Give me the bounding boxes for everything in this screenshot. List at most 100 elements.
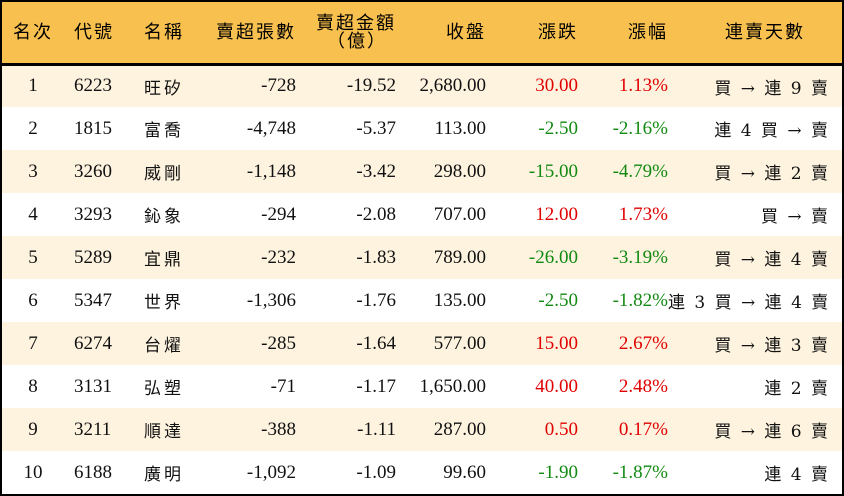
cell-streak: 買 → 連 9 賣 (714, 78, 830, 99)
cell-net-sell-lots: -728 (261, 75, 296, 97)
cell-net-sell-lots: -4,748 (246, 117, 296, 139)
cell-name: 廣明 (144, 465, 184, 485)
header-code: 代號 (74, 22, 114, 43)
cell-net-sell-lots: -285 (261, 332, 296, 354)
table-row: 6 5347 世界 -1,306 -1.76 135.00 -2.50 -1.8… (2, 279, 842, 322)
cell-code: 3131 (74, 375, 112, 397)
cell-rank: 2 (28, 117, 38, 139)
cell-change-pct: -4.79% (612, 160, 668, 182)
cell-net-sell-lots: -1,306 (246, 289, 296, 311)
cell-name: 台燿 (144, 336, 184, 356)
cell-rank: 7 (28, 332, 38, 354)
table-row: 9 3211 順達 -388 -1.11 287.00 0.50 0.17% 買… (2, 408, 842, 451)
cell-change: 12.00 (535, 203, 578, 225)
cell-streak: 買 → 賣 (760, 207, 830, 227)
cell-close: 2,680.00 (419, 75, 487, 97)
table-row: 3 3260 威剛 -1,148 -3.42 298.00 -15.00 -4.… (2, 150, 842, 193)
cell-rank: 3 (28, 160, 38, 182)
cell-close: 99.60 (443, 461, 486, 483)
cell-change: -1.90 (538, 461, 578, 483)
cell-change: -2.50 (538, 289, 578, 311)
cell-net-sell-amount: -1.76 (356, 289, 396, 311)
cell-change: -26.00 (528, 246, 578, 268)
cell-change: 40.00 (535, 375, 578, 397)
cell-rank: 5 (28, 246, 38, 268)
cell-net-sell-amount: -1.09 (356, 461, 396, 483)
cell-code: 3260 (74, 160, 112, 182)
cell-rank: 1 (28, 75, 38, 97)
cell-change-pct: -2.16% (612, 117, 668, 139)
cell-code: 6188 (74, 461, 112, 483)
cell-change-pct: 1.13% (618, 75, 668, 97)
cell-net-sell-amount: -3.42 (356, 160, 396, 182)
cell-close: 113.00 (434, 117, 486, 139)
cell-net-sell-amount: -5.37 (356, 117, 396, 139)
table-row: 4 3293 鈊象 -294 -2.08 707.00 12.00 1.73% … (2, 193, 842, 236)
cell-code: 5347 (74, 289, 112, 311)
cell-rank: 9 (28, 418, 38, 440)
cell-streak: 連 2 賣 (764, 379, 830, 399)
cell-net-sell-amount: -19.52 (346, 75, 396, 97)
cell-change-pct: 1.73% (618, 203, 668, 225)
cell-streak: 連 3 買 → 連 4 賣 (668, 293, 831, 313)
header-close: 收盤 (446, 22, 486, 43)
header-net-sell-amount-line1: 賣超金額 (316, 13, 396, 34)
table-row: 5 5289 宜鼎 -232 -1.83 789.00 -26.00 -3.19… (2, 236, 842, 279)
cell-name: 世界 (144, 293, 184, 313)
header-net-sell-amount: 賣超金額 （億） (296, 2, 396, 64)
cell-code: 1815 (74, 117, 112, 139)
cell-net-sell-lots: -71 (270, 375, 296, 397)
cell-streak: 連 4 賣 (764, 465, 830, 485)
cell-change: -2.50 (538, 117, 578, 139)
cell-name: 富喬 (144, 121, 184, 141)
cell-rank: 4 (28, 203, 38, 225)
cell-net-sell-amount: -1.11 (357, 418, 396, 440)
table-row: 1 6223 旺矽 -728 -19.52 2,680.00 30.00 1.1… (2, 64, 842, 107)
cell-change-pct: 2.67% (618, 332, 668, 354)
header-name: 名稱 (144, 22, 184, 43)
cell-change-pct: 0.17% (618, 418, 668, 440)
cell-change-pct: -1.82% (612, 289, 668, 311)
cell-net-sell-lots: -294 (261, 203, 296, 225)
cell-change-pct: 2.48% (618, 375, 668, 397)
cell-close: 789.00 (433, 246, 486, 268)
cell-change-pct: -1.87% (612, 461, 668, 483)
cell-net-sell-amount: -1.17 (356, 375, 396, 397)
cell-close: 287.00 (433, 418, 486, 440)
cell-close: 135.00 (433, 289, 486, 311)
cell-name: 宜鼎 (144, 250, 184, 270)
header-change: 漲跌 (538, 22, 578, 43)
cell-net-sell-lots: -388 (261, 418, 296, 440)
cell-rank: 10 (23, 461, 43, 483)
cell-streak: 買 → 連 4 賣 (714, 250, 830, 270)
header-net-sell-lots: 賣超張數 (216, 22, 296, 43)
cell-code: 3293 (74, 203, 112, 225)
cell-net-sell-amount: -1.64 (356, 332, 396, 354)
table-row: 2 1815 富喬 -4,748 -5.37 113.00 -2.50 -2.1… (2, 107, 842, 150)
cell-name: 旺矽 (144, 78, 184, 99)
table-row: 8 3131 弘塑 -71 -1.17 1,650.00 40.00 2.48%… (2, 365, 842, 408)
cell-change: 30.00 (535, 75, 578, 97)
cell-code: 5289 (74, 246, 112, 268)
cell-net-sell-lots: -1,092 (246, 461, 296, 483)
cell-streak: 買 → 連 6 賣 (714, 422, 830, 442)
cell-change-pct: -3.19% (612, 246, 668, 268)
cell-change: -15.00 (528, 160, 578, 182)
table-row: 10 6188 廣明 -1,092 -1.09 99.60 -1.90 -1.8… (2, 451, 842, 494)
cell-code: 6274 (74, 332, 112, 354)
header-change-pct: 漲幅 (628, 22, 668, 43)
cell-name: 弘塑 (144, 379, 184, 399)
table-body: 1 6223 旺矽 -728 -19.52 2,680.00 30.00 1.1… (2, 64, 842, 494)
cell-rank: 8 (28, 375, 38, 397)
cell-net-sell-amount: -2.08 (356, 203, 396, 225)
cell-name: 順達 (144, 422, 184, 442)
cell-net-sell-amount: -1.83 (356, 246, 396, 268)
cell-close: 577.00 (433, 332, 486, 354)
cell-change: 0.50 (544, 418, 578, 440)
cell-net-sell-lots: -1,148 (246, 160, 296, 182)
table-header-row: 名次 代號 名稱 賣超張數 賣超金額 （億） 收盤 漲跌 漲幅 連賣天數 (2, 2, 842, 64)
cell-change: 15.00 (535, 332, 578, 354)
cell-code: 3211 (74, 418, 112, 440)
cell-name: 鈊象 (144, 207, 184, 227)
